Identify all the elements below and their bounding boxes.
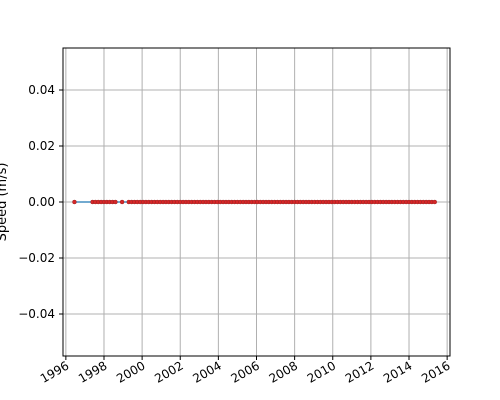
x-tick-label: 2016 xyxy=(419,358,452,385)
y-tick-label: 0.04 xyxy=(28,83,55,97)
y-tick-label: −0.04 xyxy=(18,307,55,321)
data-layer xyxy=(72,199,437,205)
x-axis-ticks: 1996 1998 2000 2002 2004 2006 2008 2010 2012 2014… xyxy=(38,356,453,386)
x-tick-label: 2012 xyxy=(343,358,376,385)
data-point xyxy=(432,199,437,205)
x-tick-label: 2004 xyxy=(190,358,223,385)
y-tick-label: 0.00 xyxy=(28,195,55,209)
y-axis-label: Speed (m/s) xyxy=(0,163,10,242)
x-tick-label: 2010 xyxy=(305,358,338,385)
y-tick-label: −0.02 xyxy=(18,251,55,265)
x-tick-label: 2006 xyxy=(229,358,262,385)
data-point xyxy=(113,199,118,205)
x-tick-label: 2014 xyxy=(381,358,414,385)
y-tick-label: 0.02 xyxy=(28,139,55,153)
y-axis-ticks: −0.04 −0.02 0.00 0.02 0.04 xyxy=(18,83,63,321)
data-point xyxy=(119,199,125,205)
x-tick-label: 2000 xyxy=(114,358,147,385)
x-tick-label: 2008 xyxy=(267,358,300,385)
x-tick-label: 2002 xyxy=(152,358,185,385)
x-tick-label: 1996 xyxy=(38,358,71,385)
data-point xyxy=(72,199,77,205)
x-tick-label: 1998 xyxy=(76,358,109,385)
